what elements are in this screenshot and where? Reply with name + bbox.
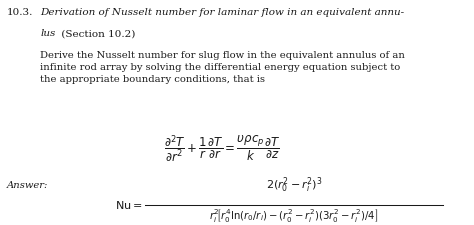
Text: $2(r_0^2 - r_i^2)^3$: $2(r_0^2 - r_i^2)^3$ (265, 175, 322, 195)
Text: $\dfrac{\partial^2 T}{\partial r^2} + \dfrac{1}{r}\dfrac{\partial T}{\partial r}: $\dfrac{\partial^2 T}{\partial r^2} + \d… (164, 133, 281, 164)
Text: $\mathrm{Nu} =$: $\mathrm{Nu} =$ (115, 198, 142, 210)
Text: Derive the Nusselt number for slug flow in the equivalent annulus of an
infinite: Derive the Nusselt number for slug flow … (40, 51, 405, 84)
Text: (Section 10.2): (Section 10.2) (58, 29, 136, 38)
Text: 10.3.: 10.3. (7, 8, 34, 17)
Text: Answer:: Answer: (7, 180, 48, 189)
Text: $r_i^2\!\left[r_0^4\ln(r_0/r_i) - (r_0^2 - r_i^2)(3r_0^2 - r_i^2)/4\right]$: $r_i^2\!\left[r_0^4\ln(r_0/r_i) - (r_0^2… (210, 207, 378, 223)
Text: lus: lus (40, 29, 55, 38)
Text: Derivation of Nusselt number for laminar flow in an equivalent annu-: Derivation of Nusselt number for laminar… (40, 8, 404, 17)
